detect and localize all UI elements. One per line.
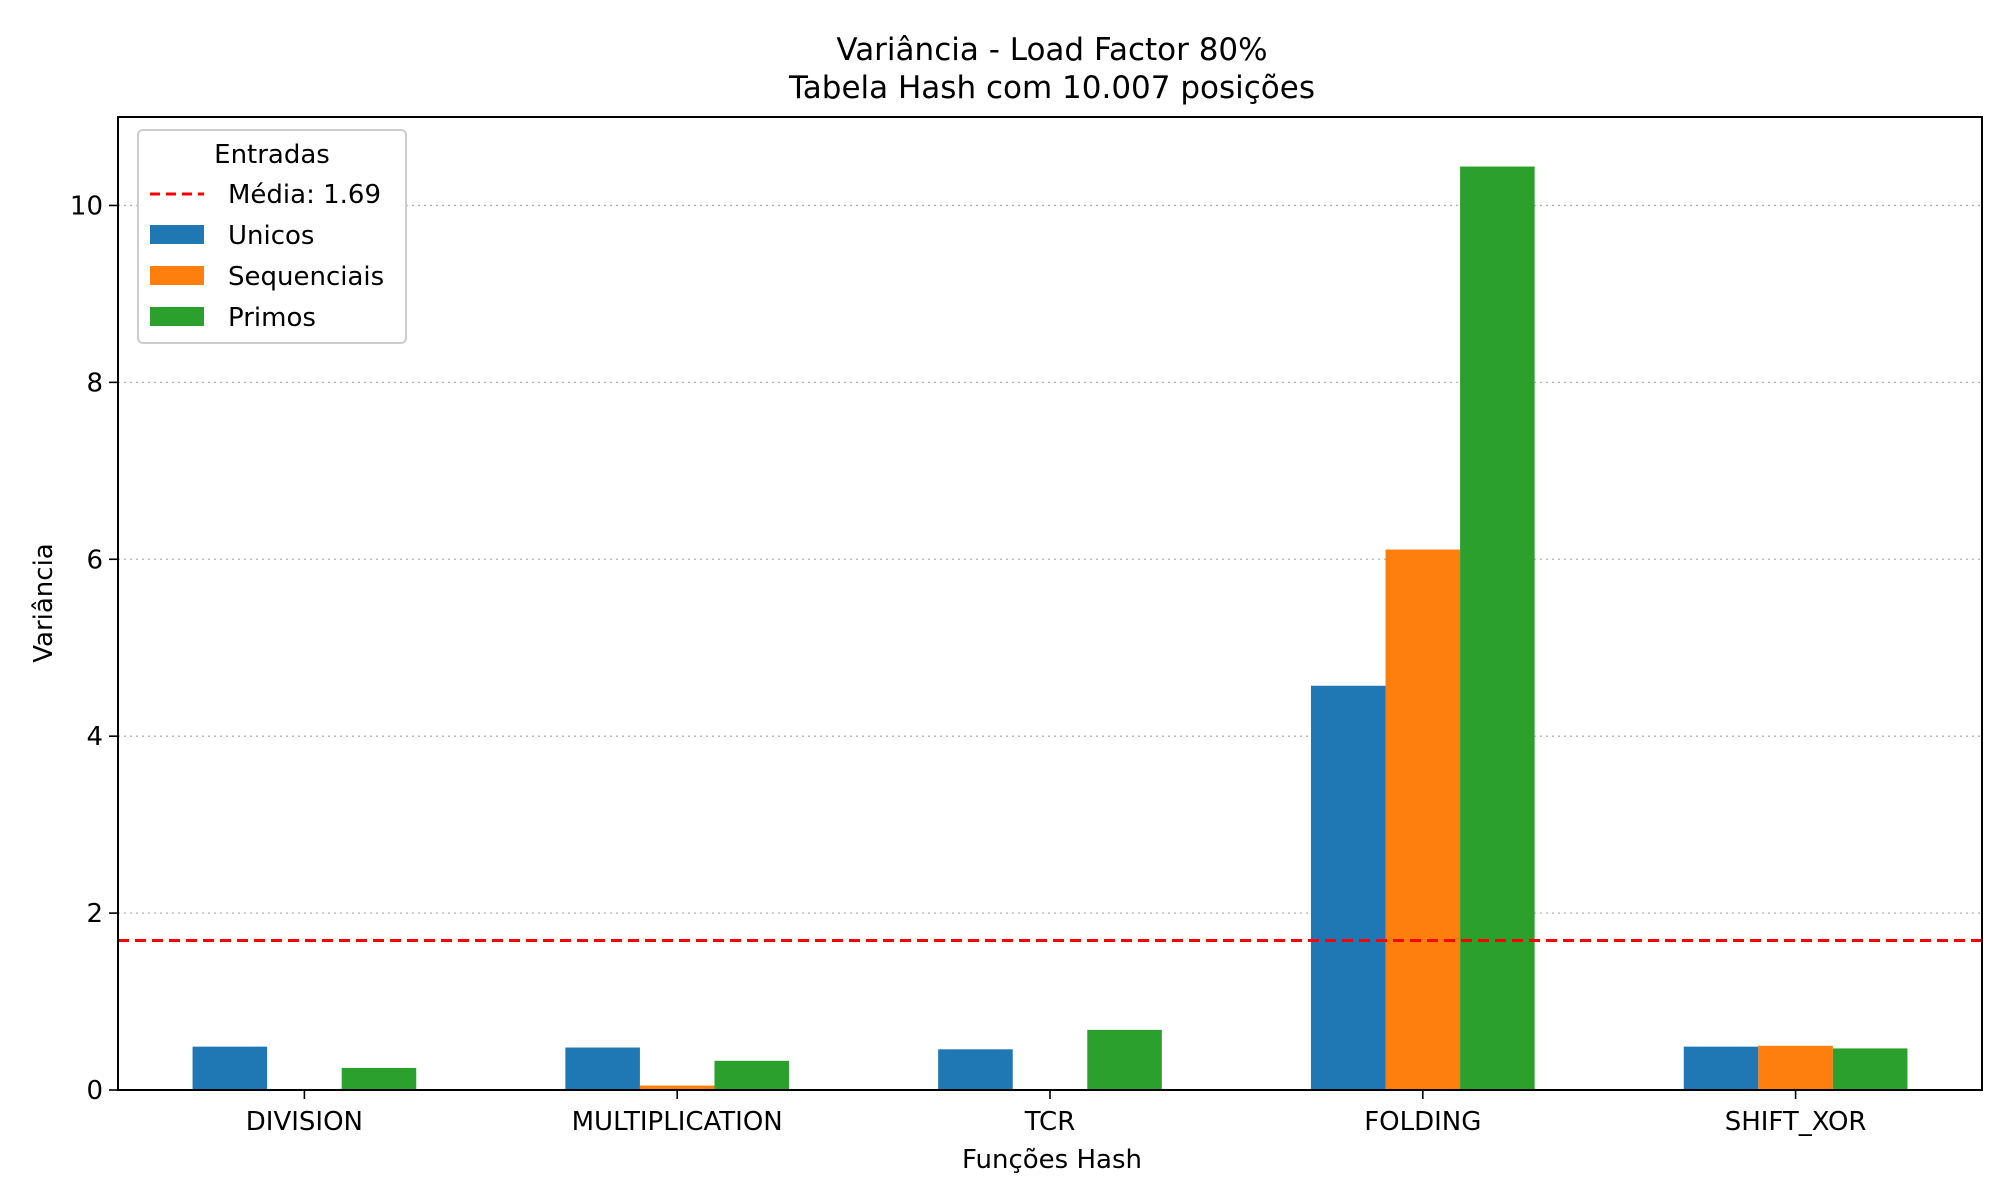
bar-unicos-multiplication bbox=[565, 1047, 640, 1090]
bar-primos-shift_xor bbox=[1832, 1048, 1908, 1090]
legend: Entradas Média: 1.69 Unicos Sequenciais … bbox=[137, 129, 407, 344]
bar-sequenciais-folding bbox=[1385, 549, 1461, 1090]
y-tick-label: 0 bbox=[86, 1076, 103, 1106]
legend-swatch-primos bbox=[150, 307, 204, 326]
bars bbox=[192, 166, 1908, 1090]
bar-sequenciais-shift_xor bbox=[1758, 1045, 1833, 1090]
legend-label-primos: Primos bbox=[228, 303, 316, 333]
bar-unicos-tcr bbox=[938, 1049, 1013, 1090]
legend-swatch-unicos bbox=[150, 225, 204, 244]
bar-unicos-division bbox=[192, 1046, 268, 1090]
x-axis-ticks: DIVISION MULTIPLICATION TCR FOLDING SHIFT_XO… bbox=[246, 1090, 1867, 1137]
x-tick-label: FOLDING bbox=[1364, 1107, 1481, 1137]
bar-sequenciais-multiplication bbox=[639, 1085, 715, 1090]
legend-label-sequenciais: Sequenciais bbox=[228, 262, 384, 292]
x-tick-label: TCR bbox=[1024, 1107, 1076, 1137]
y-axis-label: Variância bbox=[29, 543, 59, 662]
x-tick-label: DIVISION bbox=[246, 1107, 363, 1137]
bar-unicos-shift_xor bbox=[1683, 1046, 1759, 1090]
x-axis-label: Funções Hash bbox=[962, 1145, 1142, 1175]
bar-unicos-folding bbox=[1310, 685, 1386, 1090]
y-tick-label: 6 bbox=[86, 545, 103, 575]
bar-primos-tcr bbox=[1087, 1029, 1162, 1090]
chart-subtitle: Tabela Hash com 10.007 posições bbox=[788, 70, 1315, 106]
y-tick-label: 10 bbox=[70, 191, 103, 221]
legend-title: Entradas bbox=[214, 140, 330, 170]
y-tick-label: 2 bbox=[86, 899, 103, 929]
y-tick-label: 4 bbox=[86, 722, 103, 752]
bar-primos-division bbox=[341, 1067, 417, 1090]
legend-swatch-sequenciais bbox=[150, 266, 204, 285]
legend-box bbox=[137, 129, 407, 344]
chart-title: Variância - Load Factor 80% bbox=[836, 32, 1267, 68]
legend-label-reference: Média: 1.69 bbox=[228, 180, 381, 210]
legend-label-unicos: Unicos bbox=[228, 221, 314, 251]
grid-lines bbox=[118, 204, 1982, 914]
bar-primos-folding bbox=[1460, 166, 1535, 1090]
x-tick-label: SHIFT_XOR bbox=[1725, 1107, 1867, 1137]
bar-primos-multiplication bbox=[714, 1060, 790, 1090]
x-tick-label: MULTIPLICATION bbox=[572, 1107, 783, 1137]
y-axis-ticks: 0 2 4 6 8 10 bbox=[70, 191, 118, 1106]
y-tick-label: 8 bbox=[86, 368, 103, 398]
